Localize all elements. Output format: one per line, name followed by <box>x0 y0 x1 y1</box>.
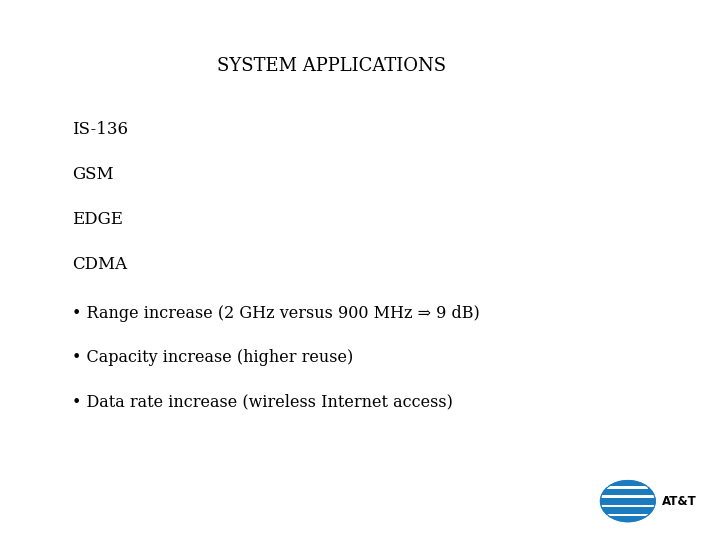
Text: CDMA: CDMA <box>72 256 127 273</box>
Bar <box>608 514 648 516</box>
Circle shape <box>600 481 655 522</box>
Bar <box>608 487 648 489</box>
Text: SYSTEM APPLICATIONS: SYSTEM APPLICATIONS <box>217 57 446 75</box>
Bar <box>601 496 654 498</box>
Text: • Data rate increase (wireless Internet access): • Data rate increase (wireless Internet … <box>72 394 453 410</box>
Text: GSM: GSM <box>72 166 114 183</box>
Text: AT&T: AT&T <box>662 495 697 508</box>
Bar <box>601 504 654 507</box>
Text: • Range increase (2 GHz versus 900 MHz ⇒ 9 dB): • Range increase (2 GHz versus 900 MHz ⇒… <box>72 305 480 322</box>
Text: IS-136: IS-136 <box>72 122 128 138</box>
Text: • Capacity increase (higher reuse): • Capacity increase (higher reuse) <box>72 349 354 366</box>
Text: EDGE: EDGE <box>72 211 123 228</box>
